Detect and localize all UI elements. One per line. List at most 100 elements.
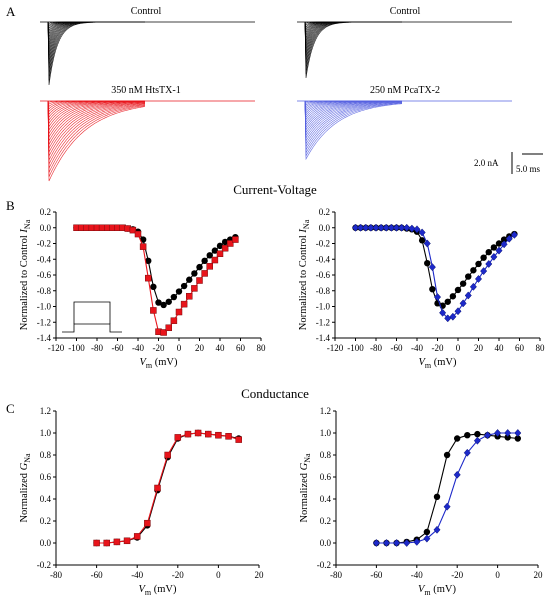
series-1-point [93, 539, 100, 547]
series-1-point [490, 252, 498, 261]
series-0-point [454, 286, 462, 294]
series-1-point [504, 429, 512, 437]
x-tick-label: -100 [347, 343, 364, 353]
series-1-point [184, 430, 192, 438]
series-0-point [465, 273, 472, 280]
y-axis-label: Normalized GNa [299, 453, 312, 523]
x-axis-label: Vm (mV) [418, 357, 457, 370]
trace-control-right-sweep [304, 21, 402, 75]
series-1-point [372, 539, 380, 547]
series-1-point [139, 243, 147, 250]
chart-iv-pcatx2: 0.2 0.0 -0.2 -0.4 -0.6 -0.8 -1.0 -1.2 -1.4-120 -1… [298, 207, 545, 370]
series-1-point [134, 230, 142, 238]
y-tick-label: -0.4 [37, 254, 52, 264]
y-axis-label: Normalized GNa [19, 453, 32, 523]
series-0-point [470, 267, 477, 274]
series-1-point [215, 431, 222, 439]
trace-pcatx2-sweep [304, 100, 403, 148]
trace-control-left-sweep [47, 21, 145, 72]
x-tick-label: 80 [257, 343, 267, 353]
x-tick-label: -40 [411, 343, 423, 353]
trace-control-left-sweep [47, 21, 145, 56]
y-tick-label: -0.2 [316, 239, 330, 249]
trace-pcatx2-sweep [304, 100, 403, 145]
series-0-point [211, 247, 219, 254]
series-0-point [196, 263, 203, 271]
series-1-point [494, 429, 502, 437]
series-1-point [454, 307, 462, 316]
trace-pcatx2-sweep [304, 100, 403, 140]
x-tick-label: 60 [515, 343, 525, 353]
series-1-point [150, 307, 157, 314]
panel-letter-b: B [6, 198, 15, 213]
series-1-line [376, 432, 518, 544]
x-tick-label: -20 [432, 343, 444, 353]
series-1-point [408, 224, 416, 233]
x-tick-label: 80 [536, 343, 546, 353]
series-0-point [175, 288, 183, 295]
series-1-point [428, 263, 436, 272]
series-1-point [103, 539, 110, 547]
y-tick-label: -1.4 [316, 333, 331, 343]
series-0-point [449, 293, 457, 300]
series-1-line [96, 432, 239, 544]
series-1-point [133, 533, 141, 540]
x-tick-label: -80 [50, 570, 62, 580]
series-1-point [180, 300, 188, 308]
series-1-point [227, 240, 234, 247]
series-0-point [424, 259, 431, 267]
trace-htstx1-sweep [47, 100, 146, 177]
y-tick-label: 0.4 [40, 494, 52, 504]
scale-time-label: 5.0 ms [516, 164, 541, 174]
x-tick-label: -80 [370, 343, 382, 353]
series-0-point [201, 257, 208, 265]
series-1-point [403, 539, 411, 547]
y-tick-label: 0.2 [319, 207, 330, 217]
series-1-point [211, 256, 219, 264]
series-0-point [433, 493, 441, 500]
trace-htstx1-sweep [47, 100, 146, 182]
series-1-point [123, 537, 131, 545]
series-1-point [480, 267, 488, 276]
series-1-point [485, 259, 493, 268]
y-tick-label: -1.2 [316, 317, 330, 327]
x-tick-label: -60 [391, 343, 403, 353]
trace-control-left-sweep [47, 21, 145, 64]
y-axis-label: Normalized to Control INa [298, 219, 311, 330]
trace-control-right-sweep [304, 21, 402, 63]
x-tick-label: 20 [474, 343, 484, 353]
trace-pcatx2-sweep [304, 100, 403, 161]
series-1-point [357, 223, 365, 232]
x-tick-label: 0 [177, 343, 182, 353]
series-1-point [164, 451, 171, 459]
trace-control-right-sweep [304, 21, 402, 79]
trace-pcatx2-sweep [304, 100, 403, 142]
series-1-point [483, 431, 492, 440]
y-tick-label: 0.2 [320, 516, 331, 526]
series-1-point [505, 234, 513, 243]
series-0-point [490, 244, 498, 251]
trace-htstx1-sweep [47, 100, 146, 165]
series-0-point [454, 435, 461, 442]
trace-htstx1-sweep [47, 100, 146, 153]
trace-control-right-sweep [304, 21, 402, 52]
series-1-point [144, 519, 151, 527]
series-1-point [232, 236, 239, 243]
series-1-point [382, 539, 391, 547]
current-traces [40, 21, 512, 182]
series-1-point [474, 274, 483, 283]
x-tick-label: -60 [112, 343, 124, 353]
x-tick-label: -20 [172, 570, 184, 580]
x-tick-label: -40 [131, 570, 143, 580]
y-tick-label: 0.0 [40, 538, 52, 548]
series-1-point [514, 429, 522, 437]
series-0-point [186, 276, 193, 283]
series-1-point [423, 534, 431, 543]
x-tick-label: -60 [370, 570, 382, 580]
trace-htstx1 [40, 100, 255, 182]
trace-title-control-right: Control [390, 6, 421, 17]
series-1-point [423, 239, 431, 248]
panel-letter-c: C [6, 401, 15, 416]
trace-pcatx2-sweep [304, 100, 403, 154]
